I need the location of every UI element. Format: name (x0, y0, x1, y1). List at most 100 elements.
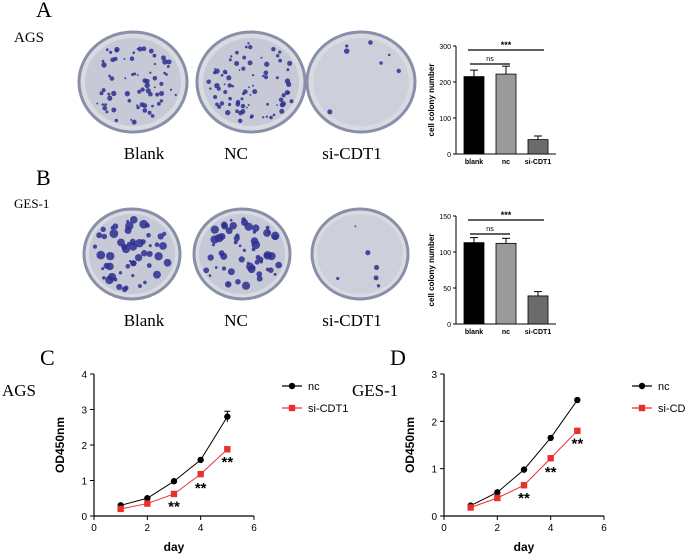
point-si-CDT1-d (494, 494, 501, 502)
x-tick-label-a: nc (502, 159, 510, 166)
panel-a-letter: A (36, 0, 52, 22)
y-tick-label-b: 100 (439, 250, 451, 257)
y-tick-label-a: 300 (439, 44, 451, 51)
x-tick-label-d: 2 (495, 523, 501, 534)
point-nc-c (197, 456, 204, 464)
point-si-CDT1-d (574, 427, 581, 434)
panel-b-letter: B (36, 165, 51, 190)
point-nc-c (224, 413, 231, 420)
bar-blank-a (463, 76, 485, 155)
y-tick-label-a: 100 (439, 116, 451, 123)
point-si-CDT1-d (467, 504, 474, 511)
plate-label-si-cdt1-a: si-CDT1 (322, 144, 382, 163)
x-tick-label-a: blank (465, 159, 483, 166)
bar-chart-b: 0 50 100 150 cell colony number blank nc si-CDT… (427, 210, 556, 336)
y-tick-label-c: 4 (81, 370, 87, 381)
line-chart-d: 0 1 2 3 0 2 4 6 day OD450nm nc si-CDT1 ** ** ** (403, 370, 685, 554)
x-tick-label-b: blank (465, 329, 483, 336)
plate-label-si-cdt1-b: si-CDT1 (322, 311, 382, 330)
point-si-CDT1-c (117, 505, 124, 513)
y-tick-label-b: 0 (447, 322, 451, 329)
significance-label-b: ns (486, 226, 494, 233)
point-nc-d (574, 396, 581, 404)
plate-si-cdt1-ges1 (310, 207, 410, 301)
point-nc-d (494, 489, 501, 496)
panel-c-letter: C (40, 345, 55, 370)
significance-annotation-d: ** (518, 490, 530, 507)
y-tick-label-b: 50 (443, 286, 451, 293)
plate-nc-ags (195, 30, 307, 134)
panel-d-letter: D (390, 345, 406, 370)
legend-label-si-CDT1-c: si-CDT1 (308, 403, 348, 415)
x-tick-label-b: si-CDT1 (525, 329, 552, 336)
x-tick-label-d: 6 (601, 523, 607, 534)
y-tick-label-d: 1 (431, 465, 437, 476)
y-axis-label-a: cell colony number (427, 64, 436, 137)
bar-chart-a: 0 100 200 300 cell colony number blank nc si-CD… (427, 40, 556, 166)
point-si-CDT1-d (520, 482, 528, 489)
plate-blank-ags (77, 30, 189, 134)
y-tick-label-c: 0 (81, 512, 87, 523)
plate-label-nc-a: NC (224, 144, 248, 163)
point-si-CDT1-c (170, 490, 178, 498)
point-nc-c (170, 478, 178, 485)
y-tick-label-d: 2 (431, 417, 437, 428)
legend-label-nc-c: nc (308, 381, 320, 393)
legend-marker-si-CDT1-d (638, 404, 646, 412)
y-tick-label-c: 3 (81, 406, 87, 417)
x-tick-label-a: si-CDT1 (525, 159, 552, 166)
bar-blank-b (463, 242, 485, 325)
panel-b-cell-line-label: GES-1 (14, 196, 50, 211)
significance-annotation-c: ** (168, 498, 180, 515)
y-tick-label-d: 3 (431, 370, 437, 381)
x-tick-label-c: 4 (198, 523, 204, 534)
bar-nc-b (495, 242, 517, 325)
significance-annotation-c: ** (195, 480, 207, 497)
y-tick-label-c: 2 (81, 441, 87, 452)
bar-si-CDT1-b (527, 295, 549, 325)
significance-annotation-d: ** (545, 464, 557, 481)
significance-label-b: *** (501, 210, 512, 220)
line-chart-c: 0 1 2 3 4 0 2 4 6 day OD450nm nc si-CDT1 ** ** ** (53, 370, 348, 554)
y-tick-label-d: 0 (431, 512, 437, 523)
panel-a-plates (77, 30, 417, 134)
x-tick-label-d: 4 (548, 523, 554, 534)
plate-blank-ges1 (82, 207, 182, 301)
y-tick-label-c: 1 (81, 477, 87, 488)
bar-si-CDT1-a (527, 139, 549, 155)
y-tick-label-a: 200 (439, 80, 451, 87)
x-tick-label-d: 0 (441, 523, 447, 534)
plate-nc-ges1 (192, 207, 292, 301)
x-tick-label-c: 6 (251, 523, 257, 534)
point-nc-d (520, 466, 528, 473)
significance-annotation-c: ** (221, 454, 233, 471)
plate-label-blank-a: Blank (123, 144, 165, 163)
significance-label-a: *** (501, 40, 512, 50)
point-si-CDT1-c (197, 470, 204, 478)
point-nc-d (547, 434, 554, 442)
x-tick-label-c: 0 (91, 523, 97, 534)
y-axis-label-c: OD450nm (53, 417, 67, 473)
legend-marker-nc-d (638, 382, 646, 390)
plate-si-cdt1-ags (305, 30, 417, 134)
panel-c-cell-line-label: AGS (2, 381, 37, 400)
x-tick-label-c: 2 (145, 523, 151, 534)
plate-label-blank-b: Blank (123, 311, 165, 330)
significance-annotation-d: ** (571, 436, 583, 453)
legend-marker-si-CDT1-c (288, 404, 296, 412)
point-nc-c (144, 495, 151, 502)
y-tick-label-b: 150 (439, 214, 451, 221)
x-axis-label-c: day (164, 540, 185, 554)
point-si-CDT1-d (547, 455, 554, 462)
bar-nc-a (495, 73, 517, 155)
y-tick-label-a: 0 (447, 152, 451, 159)
y-axis-label-d: OD450nm (403, 417, 417, 473)
x-axis-label-d: day (514, 540, 535, 554)
panel-b-plates (82, 207, 410, 301)
panel-d-cell-line-label: GES-1 (352, 381, 399, 400)
panel-a-cell-line-label: AGS (14, 30, 45, 46)
legend-label-nc-d: nc (658, 381, 670, 393)
legend-marker-nc-c (288, 382, 296, 390)
legend-label-si-CDT1-d: si-CDT1 (658, 403, 685, 415)
plate-label-nc-b: NC (224, 311, 248, 330)
